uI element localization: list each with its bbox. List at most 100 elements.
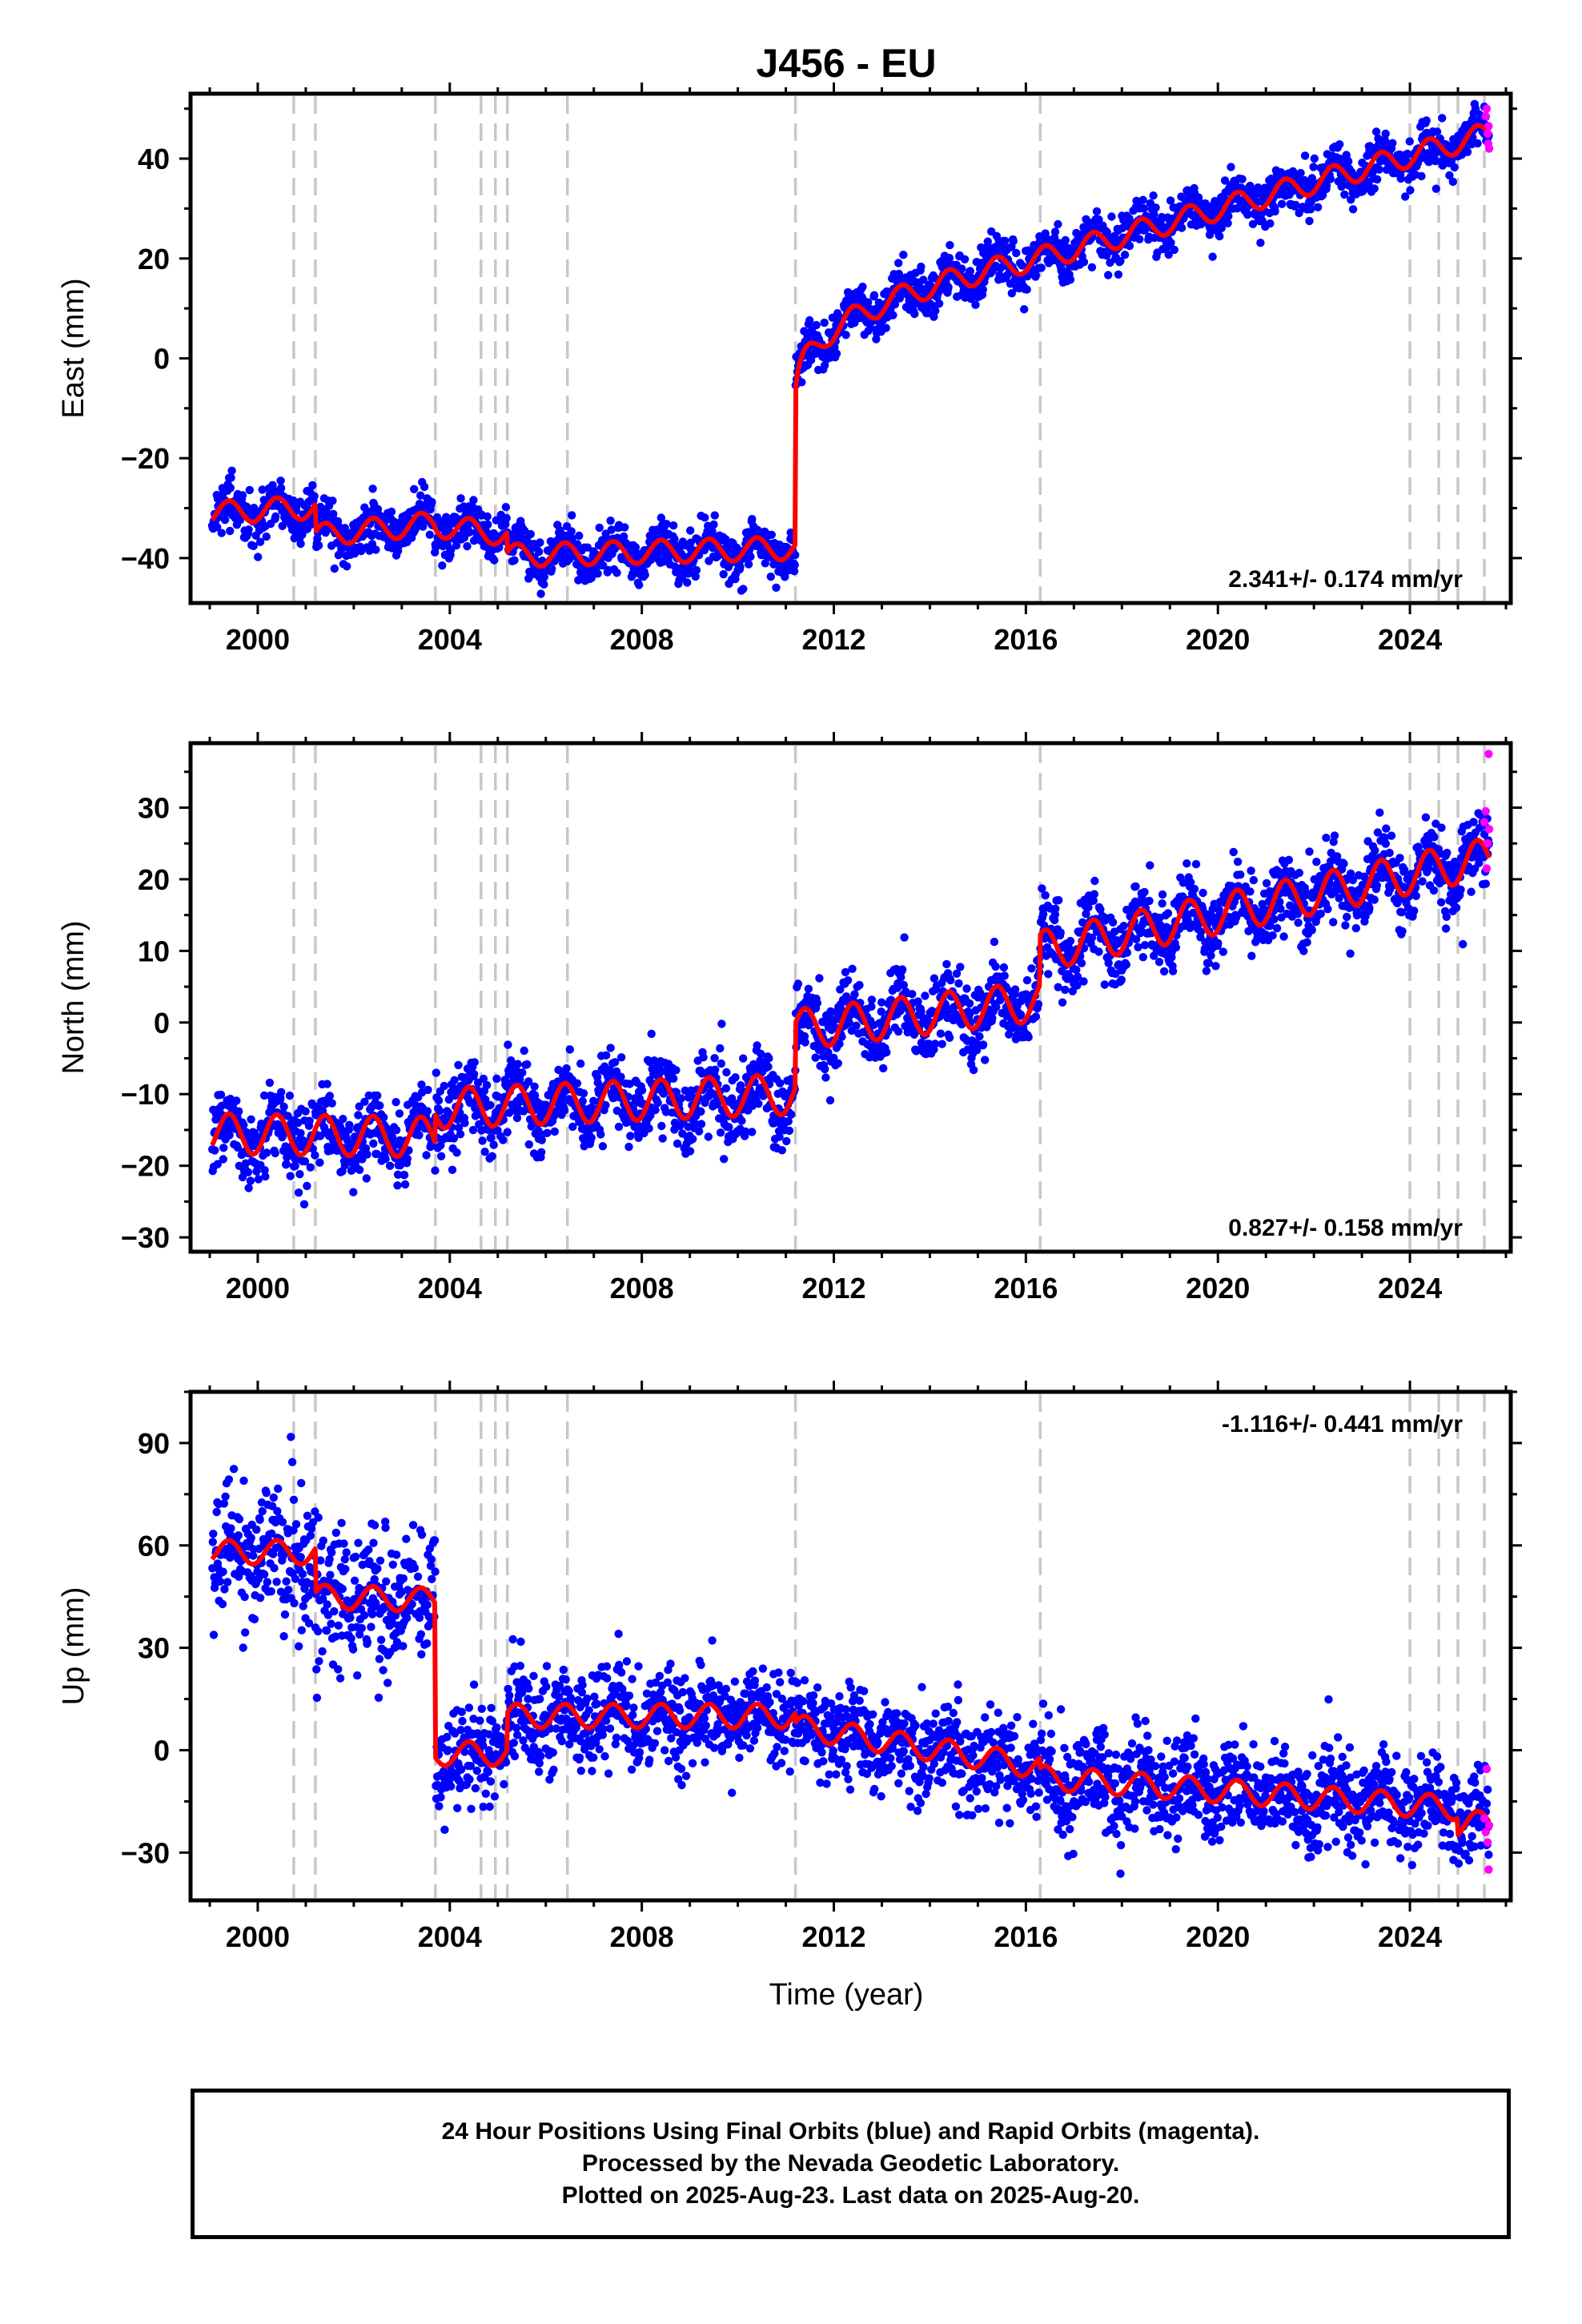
final-orbit-point bbox=[805, 316, 814, 325]
final-orbit-point bbox=[736, 562, 745, 571]
final-orbit-point bbox=[375, 1101, 384, 1110]
final-orbit-point bbox=[624, 1142, 633, 1152]
final-orbit-point bbox=[681, 1086, 689, 1096]
final-orbit-point bbox=[900, 933, 909, 942]
final-orbit-point bbox=[1202, 967, 1211, 975]
final-orbit-point bbox=[369, 1139, 378, 1148]
final-orbit-point bbox=[481, 1095, 490, 1104]
final-orbit-point bbox=[1108, 918, 1118, 927]
final-orbit-point bbox=[392, 1126, 401, 1135]
final-orbit-point bbox=[216, 1090, 226, 1100]
final-orbit-point bbox=[1278, 199, 1287, 208]
final-orbit-point bbox=[1370, 184, 1379, 193]
final-orbit-point bbox=[710, 1054, 719, 1063]
final-orbit-point bbox=[238, 1172, 247, 1182]
final-orbit-point bbox=[635, 581, 644, 589]
final-orbit-point bbox=[784, 1117, 793, 1126]
panels-layer: 2000 2004 2008 2012 2016 2020 2024−40−2002040E… bbox=[57, 82, 1522, 1953]
final-orbit-point bbox=[1158, 899, 1166, 908]
final-orbit-point bbox=[1072, 965, 1081, 975]
final-orbit-point bbox=[992, 1003, 1001, 1011]
final-orbit-point bbox=[502, 513, 511, 523]
final-orbit-point bbox=[946, 240, 954, 250]
final-orbit-point bbox=[226, 484, 235, 493]
final-orbit-point bbox=[1145, 896, 1154, 906]
final-orbit-point bbox=[448, 1165, 457, 1175]
final-orbit-point bbox=[512, 1113, 522, 1123]
final-orbit-point bbox=[1406, 186, 1415, 195]
final-orbit-point bbox=[219, 1144, 228, 1152]
final-orbit-point bbox=[966, 267, 975, 275]
final-orbit-point bbox=[765, 1054, 773, 1063]
y-tick-label-east--20: −20 bbox=[121, 442, 170, 475]
final-orbit-point bbox=[362, 1174, 371, 1183]
chart-title: J456 - EU bbox=[756, 41, 936, 86]
final-orbit-point bbox=[954, 979, 963, 988]
final-orbit-point bbox=[969, 1065, 978, 1075]
final-orbit-point bbox=[1381, 129, 1390, 139]
final-orbit-point bbox=[1445, 171, 1454, 180]
final-orbit-point bbox=[739, 585, 748, 593]
final-orbit-point bbox=[276, 476, 285, 485]
final-orbit-point bbox=[770, 1119, 779, 1128]
final-orbit-point bbox=[262, 532, 271, 541]
final-orbit-point bbox=[1448, 177, 1458, 187]
final-orbit-point bbox=[524, 1077, 533, 1086]
final-orbit-point bbox=[1217, 223, 1227, 232]
final-orbit-point bbox=[653, 1098, 662, 1108]
final-orbit-point bbox=[606, 517, 615, 525]
final-orbit-point bbox=[912, 1047, 921, 1055]
final-orbit-point bbox=[330, 564, 339, 573]
final-orbit-point bbox=[1238, 175, 1247, 183]
final-orbit-point bbox=[1340, 190, 1349, 199]
final-orbit-point bbox=[894, 259, 903, 267]
final-orbit-point bbox=[1295, 868, 1304, 878]
final-orbit-point bbox=[913, 997, 922, 1006]
rapid-orbit-point-east-2 bbox=[1484, 129, 1492, 139]
final-orbit-point bbox=[670, 534, 679, 544]
final-orbit-point bbox=[777, 1146, 786, 1155]
final-orbit-point bbox=[764, 1062, 773, 1072]
final-orbit-point bbox=[354, 1111, 363, 1120]
final-orbit-point bbox=[1140, 887, 1149, 897]
final-orbit-point bbox=[837, 1032, 846, 1041]
final-orbit-point bbox=[614, 1122, 624, 1132]
final-orbit-point bbox=[1190, 884, 1199, 894]
final-orbit-point bbox=[1102, 251, 1111, 260]
final-orbit-point bbox=[1168, 967, 1178, 975]
final-orbit-point bbox=[1079, 258, 1089, 267]
final-orbit-point bbox=[1294, 919, 1303, 927]
final-orbit-point bbox=[1120, 251, 1130, 259]
final-orbit-point bbox=[721, 1084, 731, 1093]
final-orbit-point bbox=[879, 1063, 888, 1073]
final-orbit-point bbox=[271, 1148, 279, 1158]
final-orbit-point bbox=[988, 1014, 997, 1023]
final-orbit-point bbox=[387, 507, 396, 517]
final-orbit-point bbox=[598, 536, 607, 545]
final-orbit-point bbox=[220, 516, 230, 525]
final-orbit-point bbox=[268, 480, 277, 489]
final-orbit-point bbox=[606, 1043, 615, 1052]
y-tick-label-east-0: 0 bbox=[154, 342, 170, 375]
final-orbit-point bbox=[507, 1056, 516, 1065]
final-orbit-point bbox=[217, 529, 226, 537]
final-orbit-point bbox=[848, 964, 857, 974]
final-orbit-point bbox=[722, 1068, 731, 1077]
final-orbit-point bbox=[1322, 181, 1331, 191]
final-orbit-point bbox=[841, 967, 850, 977]
final-orbit-point bbox=[468, 1125, 478, 1135]
final-orbit-point bbox=[612, 569, 621, 577]
final-orbit-point bbox=[385, 1161, 395, 1171]
final-orbit-point bbox=[1051, 904, 1060, 914]
final-orbit-point bbox=[388, 1133, 397, 1142]
final-orbit-point bbox=[965, 999, 974, 1008]
final-orbit-point bbox=[835, 1039, 844, 1048]
final-orbit-point bbox=[946, 975, 955, 985]
final-orbit-point bbox=[1326, 175, 1335, 183]
final-orbit-point bbox=[540, 573, 548, 581]
final-orbit-point bbox=[1309, 163, 1318, 171]
final-orbit-point bbox=[1388, 139, 1397, 147]
final-orbit-point bbox=[801, 1038, 809, 1047]
plot-frame-east bbox=[188, 91, 1513, 605]
final-orbit-point bbox=[785, 1126, 794, 1136]
